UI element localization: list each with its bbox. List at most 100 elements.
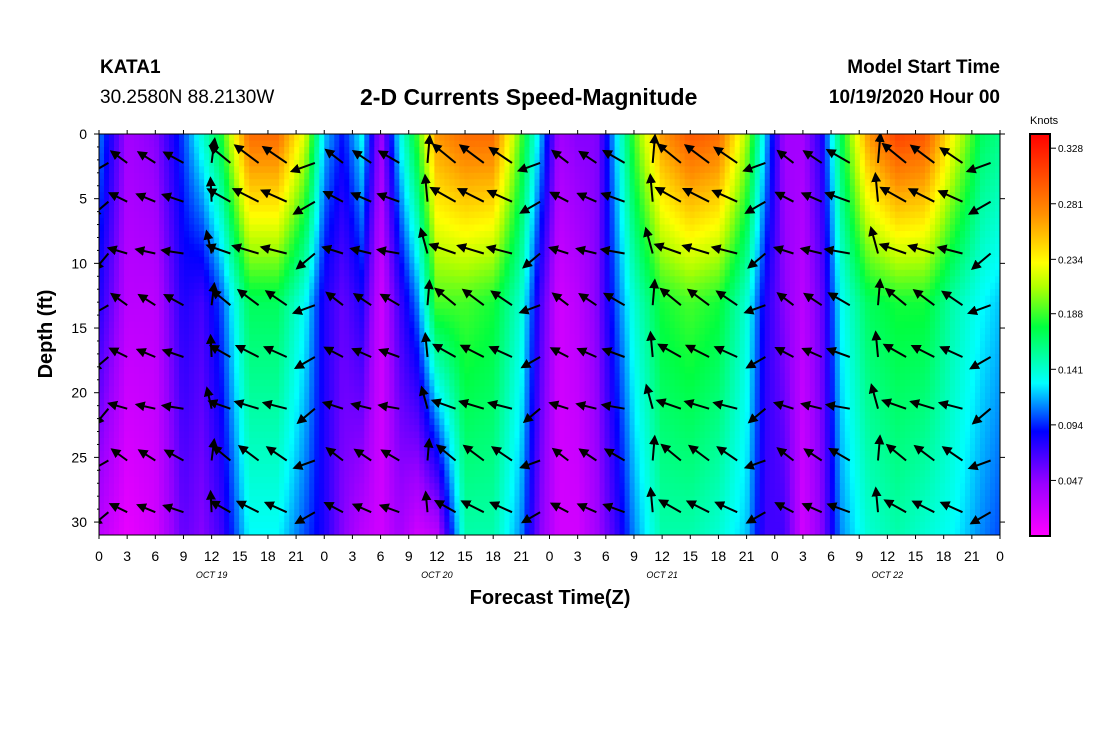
heat-cell — [614, 250, 621, 258]
heat-cell — [909, 302, 916, 310]
heat-cell — [724, 211, 731, 219]
heat-cell — [314, 198, 320, 206]
heat-cell — [789, 153, 796, 161]
heat-cell — [534, 153, 541, 161]
heat-cell — [514, 308, 521, 316]
heat-cell — [639, 172, 646, 180]
heat-cell — [579, 140, 586, 148]
heat-cell — [319, 231, 325, 239]
heat-cell — [839, 153, 846, 161]
heat-cell — [919, 295, 926, 303]
heat-cell — [469, 211, 476, 219]
heat-cell — [989, 198, 996, 206]
heat-cell — [684, 159, 691, 167]
heat-cell — [629, 295, 636, 303]
heat-cell — [589, 256, 596, 264]
heat-cell — [599, 166, 606, 174]
heat-cell — [419, 134, 425, 142]
heat-cell — [284, 211, 290, 219]
heat-cell — [459, 198, 466, 206]
heat-cell — [509, 224, 516, 232]
heat-cell — [934, 185, 941, 193]
heat-cell — [764, 198, 771, 206]
heat-cell — [204, 308, 210, 316]
heat-cell — [909, 256, 916, 264]
heat-cell — [884, 218, 891, 226]
heat-cell — [599, 237, 606, 245]
heat-cell — [644, 250, 651, 258]
heat-cell — [209, 205, 215, 213]
heat-cell — [304, 166, 310, 174]
heat-cell — [669, 282, 676, 290]
heat-cell — [939, 140, 946, 148]
heat-cell — [339, 282, 345, 290]
heat-cell — [209, 166, 215, 174]
heat-cell — [154, 231, 160, 239]
heat-cell — [539, 276, 546, 284]
heat-cell — [164, 185, 170, 193]
heat-cell — [499, 250, 506, 258]
heat-cell — [989, 134, 996, 142]
heat-cell — [214, 198, 220, 206]
heat-cell — [914, 237, 921, 245]
heat-cell — [614, 179, 621, 187]
heat-cell — [194, 269, 200, 277]
heat-cell — [824, 185, 831, 193]
heat-cell — [294, 211, 300, 219]
heat-cell — [724, 276, 731, 284]
heat-cell — [809, 269, 816, 277]
heat-cell — [374, 153, 380, 161]
heat-cell — [494, 153, 501, 161]
heat-cell — [499, 218, 506, 226]
heat-cell — [839, 172, 846, 180]
heat-cell — [334, 192, 340, 200]
heat-cell — [974, 218, 981, 226]
heat-cell — [169, 185, 175, 193]
heat-cell — [279, 308, 285, 316]
heat-cell — [369, 243, 375, 252]
heat-cell — [264, 224, 270, 232]
heat-cell — [394, 166, 400, 174]
heat-cell — [589, 198, 596, 206]
heat-cell — [639, 250, 646, 258]
heat-cell — [439, 140, 445, 148]
heat-cell — [564, 146, 571, 155]
heat-cell — [779, 166, 786, 174]
heat-cell — [569, 276, 576, 284]
heat-cell — [369, 179, 375, 187]
heat-cell — [294, 224, 300, 232]
heat-cell — [309, 269, 315, 277]
heat-cell — [344, 192, 350, 200]
heat-cell — [284, 172, 290, 180]
heat-cell — [809, 263, 816, 271]
heat-cell — [894, 250, 901, 258]
heat-cell — [129, 308, 135, 316]
heat-cell — [959, 159, 966, 167]
heat-cell — [504, 282, 511, 290]
heat-cell — [699, 134, 706, 142]
heat-cell — [934, 159, 941, 167]
heat-cell — [239, 179, 245, 187]
heat-cell — [394, 159, 400, 167]
heat-cell — [199, 289, 205, 297]
heat-cell — [334, 256, 340, 264]
heat-cell — [369, 198, 375, 206]
heat-cell — [549, 179, 556, 187]
heat-cell — [784, 185, 791, 193]
heat-cell — [689, 159, 696, 167]
heat-cell — [229, 224, 235, 232]
heat-cell — [509, 295, 516, 303]
heat-cell — [829, 134, 836, 142]
heat-cell — [804, 263, 811, 271]
heat-cell — [759, 179, 766, 187]
heat-cell — [589, 282, 596, 290]
heat-cell — [864, 256, 871, 264]
heat-cell — [764, 205, 771, 213]
heat-cell — [884, 295, 891, 303]
heat-cell — [184, 159, 190, 167]
heat-cell — [784, 243, 791, 252]
heat-cell — [204, 192, 210, 200]
heat-cell — [359, 263, 365, 271]
heat-cell — [559, 159, 566, 167]
heat-cell — [829, 205, 836, 213]
